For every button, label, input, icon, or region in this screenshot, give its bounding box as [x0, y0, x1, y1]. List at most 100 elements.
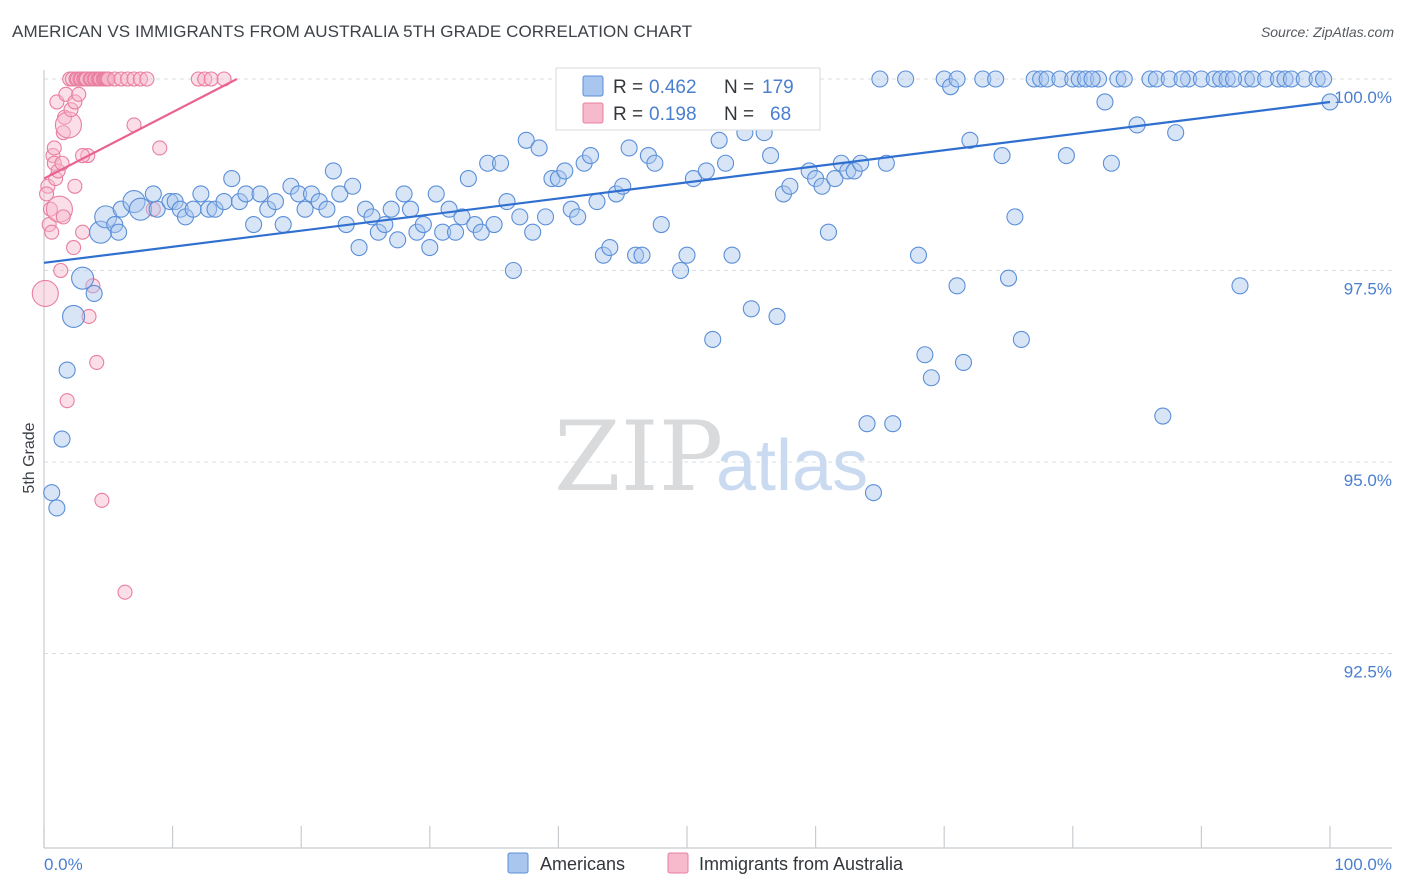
x-tick-label-max: 100.0% [1334, 855, 1392, 874]
y-tick-label-3: 92.5% [1344, 663, 1392, 682]
australia-point-53 [126, 71, 142, 87]
americans-point-49 [389, 231, 407, 249]
watermark-atlas: atlas [716, 426, 868, 506]
australia-point-16 [59, 393, 75, 409]
australia-point-58 [152, 140, 168, 156]
americans-point-58 [446, 223, 465, 241]
americans-point-62 [472, 223, 490, 241]
australia-point-59 [190, 71, 206, 87]
americans-point-1 [48, 499, 66, 517]
americans-point-53 [414, 215, 432, 234]
americans-point-149 [1077, 70, 1095, 88]
americans-point-22 [200, 200, 218, 218]
americans-point-141 [1012, 330, 1030, 348]
americans-point-145 [1051, 70, 1069, 88]
americans-point-133 [948, 277, 966, 295]
australia-point-50 [113, 71, 129, 87]
x-tick-marks [43, 826, 1331, 848]
americans-point-65 [491, 154, 510, 172]
americans-point-148 [1070, 70, 1088, 88]
americans-point-165 [1218, 70, 1236, 88]
americans-point-135 [961, 131, 979, 149]
stats-swatch-australia [582, 102, 604, 124]
americans-point-178 [1173, 70, 1191, 88]
americans-point-56 [434, 223, 452, 241]
stats-americans-n-value: 179 [762, 77, 794, 98]
americans-point-93 [672, 261, 690, 280]
y-tick-label-2: 95.0% [1344, 471, 1392, 490]
australia-point-64 [46, 140, 62, 156]
americans-point-25 [223, 170, 241, 188]
legend: Americans Immigrants from Australia [507, 852, 904, 874]
americans-point-6 [85, 284, 103, 303]
americans-point-77 [569, 208, 587, 226]
americans-point-115 [813, 177, 831, 195]
americans-point-180 [948, 70, 966, 88]
americans-point-55 [427, 185, 445, 203]
stats-australia-r-value: 0.198 [649, 104, 697, 125]
americans-point-177 [1225, 70, 1243, 88]
watermark: ZIP atlas [554, 401, 868, 513]
australia-point-60 [197, 71, 213, 87]
americans-point-90 [652, 215, 670, 234]
americans-point-163 [1205, 70, 1223, 88]
y-axis-label: 5th Grade [21, 422, 38, 493]
americans-point-168 [1244, 70, 1262, 88]
americans-point-171 [1276, 70, 1294, 88]
americans-point-34 [290, 185, 308, 203]
stats-box: R = 0.462 N = 179 R = 0.198 N = 68 [555, 67, 821, 131]
americans-point-63 [479, 154, 497, 172]
americans-point-174 [1308, 70, 1326, 88]
stats-americans-r-value: 0.462 [649, 77, 697, 98]
americans-point-68 [511, 208, 529, 226]
americans-point-175 [1315, 70, 1333, 88]
australia-point-49 [107, 71, 123, 87]
australia-point-11 [53, 262, 69, 279]
americans-point-20 [184, 200, 202, 218]
americans-point-139 [999, 269, 1018, 287]
americans-point-159 [1160, 70, 1178, 88]
americans-point-32 [274, 215, 292, 234]
y-tick-label-0: 100.0% [1334, 88, 1392, 107]
australia-point-61 [203, 71, 219, 87]
americans-point-107 [762, 147, 780, 165]
americans-point-108 [768, 307, 786, 326]
americans-point-73 [543, 170, 561, 188]
americans-point-158 [1154, 407, 1172, 425]
americans-point-72 [536, 208, 555, 226]
americans-point-124 [871, 70, 889, 88]
y-tick-labels: 100.0% 97.5% 95.0% 92.5% [1334, 88, 1392, 682]
americans-point-97 [697, 162, 715, 180]
americans-point-4 [62, 304, 86, 329]
americans-point-130 [922, 369, 940, 387]
x-tick-label-min: 0.0% [44, 855, 83, 874]
axes [43, 70, 1392, 849]
stats-australia-n-value: 68 [770, 104, 791, 125]
americans-trend-line [43, 100, 1331, 264]
americans-point-71 [530, 139, 548, 157]
australia-point-22 [67, 94, 83, 110]
americans-point-43 [350, 238, 368, 257]
chart-title: AMERICAN VS IMMIGRANTS FROM AUSTRALIA 5T… [12, 22, 693, 41]
americans-point-69 [517, 131, 535, 149]
americans-point-0 [43, 484, 61, 502]
americans-point-51 [401, 200, 420, 218]
americans-point-5 [71, 266, 95, 290]
australia-point-33 [81, 308, 97, 325]
americans-point-173 [1295, 70, 1313, 88]
americans-point-125 [877, 154, 895, 172]
stats-americans-n-label: N = [724, 77, 754, 98]
americans-point-21 [192, 185, 210, 203]
americans-point-134 [954, 353, 973, 371]
australia-point-25 [71, 86, 87, 102]
americans-point-154 [1115, 70, 1133, 88]
australia-point-19 [63, 102, 79, 118]
americans-point-169 [1257, 70, 1275, 88]
australia-point-65 [55, 209, 71, 225]
watermark-zip: ZIP [554, 401, 723, 513]
americans-point-144 [1038, 70, 1056, 88]
americans-point-116 [819, 223, 838, 241]
americans-point-101 [723, 246, 741, 264]
australia-point-52 [120, 71, 136, 87]
americans-point-27 [237, 185, 255, 203]
